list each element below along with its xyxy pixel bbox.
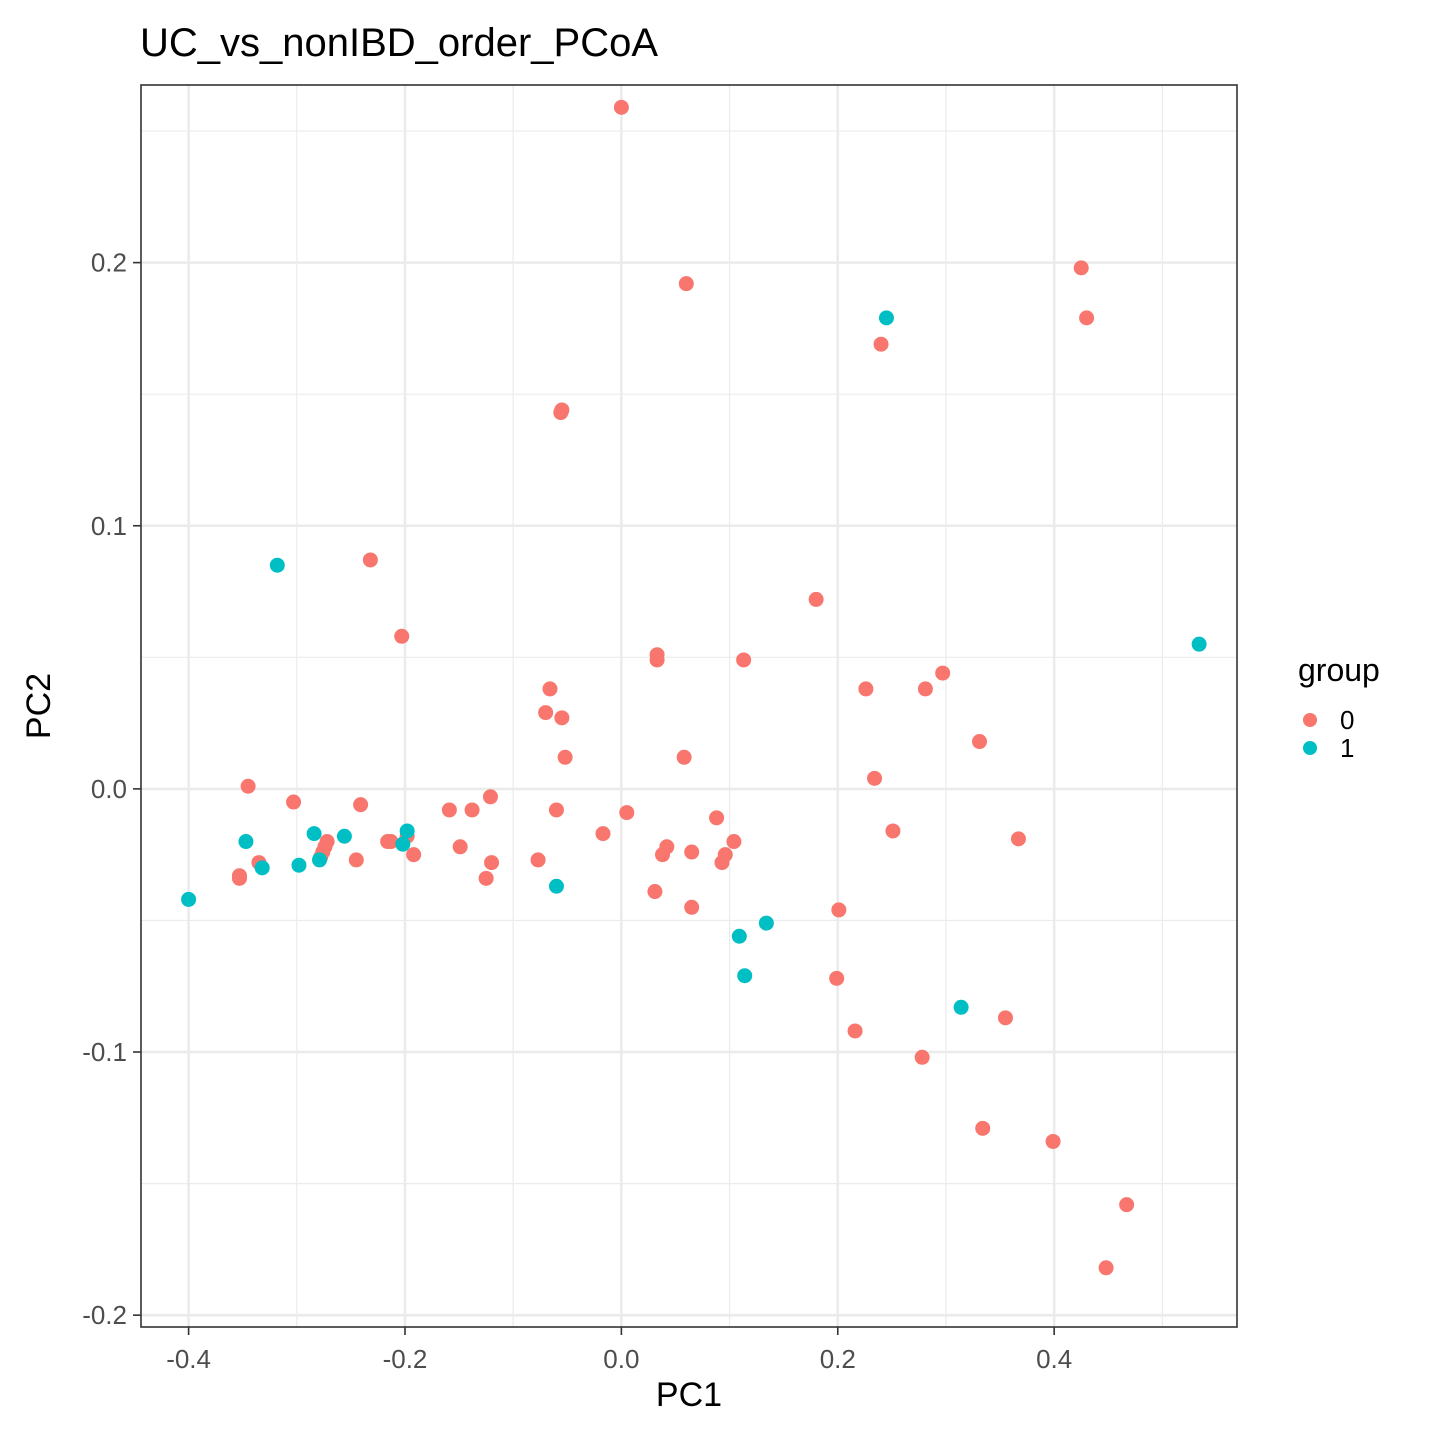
- data-point-group-0: [858, 681, 874, 697]
- legend: group 0 1: [1298, 652, 1380, 763]
- data-point-group-1: [737, 968, 753, 984]
- data-point-group-0: [678, 276, 694, 292]
- data-point-group-0: [831, 902, 847, 918]
- data-point-group-0: [452, 839, 468, 855]
- data-point-group-0: [613, 99, 629, 115]
- data-point-group-0: [286, 794, 302, 810]
- legend-label-1: 1: [1340, 733, 1354, 763]
- y-tick-label: 0.0: [91, 774, 127, 804]
- data-point-group-0: [726, 834, 742, 850]
- data-point-group-0: [873, 336, 889, 352]
- y-tick-label: 0.2: [91, 248, 127, 278]
- y-tick-label: 0.1: [91, 511, 127, 541]
- data-point-group-0: [649, 652, 665, 668]
- data-point-group-1: [395, 836, 411, 852]
- data-point-group-1: [399, 823, 415, 839]
- legend-key-0: [1303, 713, 1317, 727]
- data-point-group-0: [394, 628, 410, 644]
- data-point-group-0: [867, 770, 883, 786]
- data-point-group-0: [406, 847, 422, 863]
- data-point-group-0: [362, 552, 378, 568]
- data-point-group-0: [240, 778, 256, 794]
- data-point-group-0: [654, 847, 670, 863]
- data-point-group-0: [684, 899, 700, 915]
- data-point-group-0: [464, 802, 480, 818]
- data-point-group-0: [971, 734, 987, 750]
- data-point-group-0: [829, 970, 845, 986]
- chart-title: UC_vs_nonIBD_order_PCoA: [140, 21, 658, 65]
- data-point-group-1: [254, 860, 270, 876]
- data-point-group-1: [238, 834, 254, 850]
- data-point-group-0: [914, 1049, 930, 1065]
- data-point-group-0: [383, 834, 399, 850]
- data-point-group-0: [348, 852, 364, 868]
- data-point-group-0: [647, 884, 663, 900]
- data-point-group-0: [484, 855, 500, 871]
- y-tick-label: -0.2: [82, 1300, 127, 1330]
- y-axis-title: PC2: [20, 673, 58, 739]
- data-point-group-1: [312, 852, 328, 868]
- data-point-group-1: [731, 928, 747, 944]
- data-point-group-0: [736, 652, 752, 668]
- legend-key-1: [1303, 741, 1317, 755]
- data-point-group-1: [548, 878, 564, 894]
- data-point-group-0: [619, 805, 635, 821]
- data-point-group-0: [542, 681, 558, 697]
- data-point-group-1: [878, 310, 894, 326]
- data-point-group-0: [917, 681, 933, 697]
- x-tick-label: -0.4: [166, 1344, 211, 1374]
- data-point-group-0: [997, 1010, 1013, 1026]
- legend-label-0: 0: [1340, 705, 1354, 735]
- x-tick-label: 0.0: [603, 1344, 639, 1374]
- data-point-group-0: [1010, 831, 1026, 847]
- x-tick-label: 0.4: [1036, 1344, 1072, 1374]
- data-point-group-1: [1191, 636, 1207, 652]
- data-point-group-0: [538, 705, 554, 721]
- data-point-group-0: [1045, 1133, 1061, 1149]
- data-point-group-0: [808, 591, 824, 607]
- data-point-group-0: [1098, 1260, 1114, 1276]
- data-point-group-0: [478, 870, 494, 886]
- x-tick-label: -0.2: [383, 1344, 428, 1374]
- data-points: [181, 99, 1207, 1276]
- data-point-group-0: [975, 1120, 991, 1136]
- data-point-group-0: [847, 1023, 863, 1039]
- data-point-group-0: [935, 665, 951, 681]
- data-point-group-0: [1073, 260, 1089, 276]
- data-point-group-0: [554, 710, 570, 726]
- data-point-group-0: [709, 810, 725, 826]
- data-point-group-0: [441, 802, 457, 818]
- y-tick-label: -0.1: [82, 1037, 127, 1067]
- data-point-group-0: [1119, 1197, 1135, 1213]
- data-point-group-1: [269, 557, 285, 573]
- x-tick-label: 0.2: [820, 1344, 856, 1374]
- y-axis-ticks: -0.2 -0.1 0.0 0.1 0.2: [82, 248, 141, 1330]
- x-axis-ticks: -0.4 -0.2 0.0 0.2 0.4: [166, 1327, 1072, 1374]
- data-point-group-0: [676, 749, 692, 765]
- legend-title: group: [1298, 652, 1380, 688]
- data-point-group-1: [336, 828, 352, 844]
- data-point-group-0: [231, 870, 247, 886]
- data-point-group-0: [684, 844, 700, 860]
- data-point-group-0: [885, 823, 901, 839]
- data-point-group-0: [530, 852, 546, 868]
- data-point-group-0: [595, 826, 611, 842]
- plot-panel-border: [140, 84, 1238, 1328]
- data-point-group-1: [181, 891, 197, 907]
- major-gridlines: [141, 85, 1237, 1327]
- data-point-group-1: [306, 826, 322, 842]
- data-point-group-1: [291, 857, 307, 873]
- data-point-group-0: [353, 797, 369, 813]
- data-point-group-1: [953, 999, 969, 1015]
- data-point-group-1: [758, 915, 774, 931]
- data-point-group-0: [548, 802, 564, 818]
- data-point-group-0: [482, 789, 498, 805]
- data-point-group-0: [557, 749, 573, 765]
- data-point-group-0: [1079, 310, 1095, 326]
- data-point-group-0: [553, 405, 569, 421]
- x-axis-title: PC1: [656, 1376, 722, 1414]
- data-point-group-0: [714, 855, 730, 871]
